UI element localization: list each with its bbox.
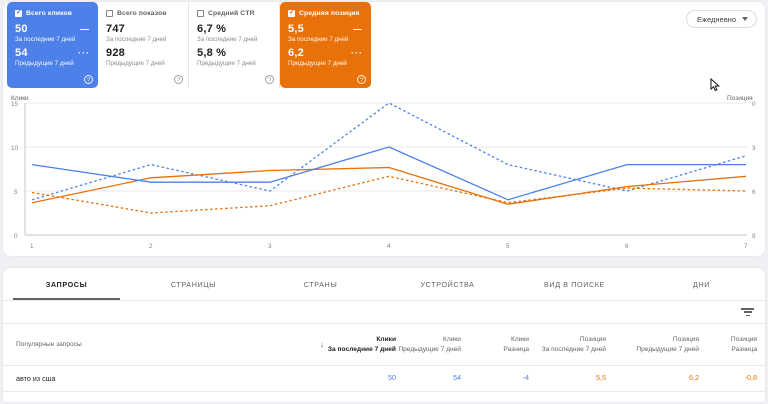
- filter-list-icon[interactable]: [741, 308, 754, 318]
- query-cell[interactable]: авто из сша: [16, 374, 56, 383]
- clicks-prev-value: 54: [453, 373, 461, 383]
- x-tick: 1: [30, 243, 34, 250]
- right-tick: 6: [752, 189, 756, 196]
- metric-period-prev: Предыдущие 7 дней: [288, 60, 347, 67]
- left-tick: 5: [14, 189, 18, 196]
- x-tick: 3: [268, 243, 272, 250]
- tab-dates[interactable]: ДНИ: [692, 279, 711, 289]
- period-dropdown[interactable]: Ежедневно: [685, 10, 757, 28]
- line-position-last: [31, 166, 747, 205]
- queries-column-header[interactable]: Популярные запросы: [16, 341, 82, 348]
- metric-value: 50: [15, 23, 28, 35]
- column-header-clicks-diff[interactable]: Клики Разница: [503, 335, 529, 353]
- x-tick: 7: [744, 243, 748, 250]
- position-diff-value: -0,8: [744, 373, 757, 383]
- table-row[interactable]: авто из сша 50 54 -4 5,5 6,2 -0,8: [3, 365, 765, 392]
- metric-value: 747: [106, 23, 125, 35]
- checkbox-checked-icon[interactable]: ✓: [15, 9, 22, 17]
- metric-value-prev: 928: [106, 47, 125, 59]
- metric-value-prev: 6,2: [288, 47, 304, 59]
- performance-chart: Клики Позиция 15 10 5 0 0 3 6 9 1 2 3 4 …: [11, 95, 756, 250]
- x-tick: 2: [149, 243, 153, 250]
- left-tick: 0: [14, 233, 18, 240]
- metric-period: За последние 7 дней: [15, 36, 76, 43]
- right-tick: 3: [752, 145, 756, 152]
- table-header-row: Популярные запросы ↓ Клики За последние 7…: [3, 324, 765, 365]
- checkbox-checked-icon[interactable]: ✓: [288, 9, 295, 17]
- right-tick: 0: [752, 101, 756, 108]
- tab-pages[interactable]: СТРАНИЦЫ: [170, 279, 217, 289]
- card-average-position[interactable]: ✓ Средняя позиция 5,5 — За последние 7 дн…: [280, 2, 371, 88]
- dimensions-panel: ЗАПРОСЫ СТРАНИЦЫ СТРАНЫ УСТРОЙСТВА ВИД В…: [3, 268, 765, 402]
- line-clicks-last: [31, 146, 746, 201]
- dotted-line-icon: ···: [78, 48, 90, 58]
- metric-value: 6,7 %: [197, 23, 227, 35]
- card-label: Всего показов: [117, 10, 167, 17]
- period-dropdown-label: Ежедневно: [696, 14, 736, 24]
- metric-value: 5,5: [288, 23, 304, 35]
- card-label: Всего кликов: [26, 10, 73, 17]
- metric-period-prev: Предыдущие 7 дней: [15, 60, 74, 67]
- help-icon[interactable]: ?: [174, 75, 183, 84]
- metric-period-prev: Предыдущие 7 дней: [106, 60, 165, 67]
- sort-descending-icon: ↓: [319, 339, 324, 349]
- card-average-ctr[interactable]: Средний CTR 6,7 % За последние 7 дней 5,…: [189, 2, 280, 88]
- card-label: Средняя позиция: [299, 10, 360, 17]
- help-icon[interactable]: ?: [84, 75, 93, 84]
- card-total-impressions[interactable]: Всего показов 747 За последние 7 дней 92…: [98, 2, 189, 88]
- metric-period: За последние 7 дней: [288, 36, 349, 43]
- chevron-down-icon: [742, 17, 748, 21]
- mouse-cursor-icon: [710, 78, 721, 92]
- line-position-previous: [31, 175, 747, 214]
- clicks-diff-value: -4: [522, 373, 529, 383]
- help-icon[interactable]: ?: [265, 75, 274, 84]
- metric-value-prev: 54: [15, 47, 28, 59]
- left-tick: 10: [11, 145, 19, 152]
- metric-cards: ✓ Всего кликов 50 — За последние 7 дней 5…: [7, 2, 371, 88]
- column-header-position-last[interactable]: Позиция За последние 7 дней: [541, 335, 606, 353]
- x-tick: 4: [387, 243, 391, 250]
- column-header-clicks-prev[interactable]: Клики Предыдущие 7 дней: [398, 335, 461, 353]
- help-icon[interactable]: ?: [357, 75, 366, 84]
- tab-search-appearance[interactable]: ВИД В ПОИСКЕ: [544, 279, 605, 289]
- metric-period: За последние 7 дней: [197, 36, 258, 43]
- active-tab-underline: [13, 298, 120, 300]
- x-tick: 6: [625, 243, 629, 250]
- metric-value-prev: 5,8 %: [197, 47, 227, 59]
- dimension-tabs: ЗАПРОСЫ СТРАНИЦЫ СТРАНЫ УСТРОЙСТВА ВИД В…: [3, 268, 765, 301]
- left-axis-title: Клики: [11, 95, 29, 102]
- filter-strip: [3, 301, 765, 324]
- column-header-position-prev[interactable]: Позиция Предыдущие 7 дней: [636, 335, 699, 353]
- x-tick: 5: [506, 243, 510, 250]
- column-header-position-diff[interactable]: Позиция Разница: [730, 335, 757, 353]
- tab-countries[interactable]: СТРАНЫ: [303, 279, 338, 289]
- performance-panel: ✓ Всего кликов 50— За последние 7 дней 5…: [3, 2, 765, 256]
- checkbox-unchecked-icon[interactable]: [197, 10, 204, 17]
- right-axis-title: Позиция: [727, 95, 753, 102]
- metric-period-prev: Предыдущие 7 дней: [197, 60, 256, 67]
- card-total-clicks[interactable]: ✓ Всего кликов 50 — За последние 7 дней 5…: [7, 2, 98, 88]
- solid-line-icon: —: [353, 24, 363, 34]
- clicks-last-value: 50: [388, 373, 396, 383]
- position-prev-value: 6,2: [689, 373, 699, 383]
- column-header-clicks-last[interactable]: ↓ Клики За последние 7 дней: [319, 335, 396, 353]
- checkbox-unchecked-icon[interactable]: [106, 10, 113, 17]
- solid-line-icon: —: [80, 24, 90, 34]
- tab-queries[interactable]: ЗАПРОСЫ: [3, 268, 130, 300]
- tab-devices[interactable]: УСТРОЙСТВА: [420, 279, 475, 289]
- dotted-line-icon: ···: [351, 48, 363, 58]
- position-last-value: 5,5: [596, 373, 606, 383]
- right-tick: 9: [752, 233, 756, 240]
- left-tick: 15: [11, 101, 19, 108]
- card-label: Средний CTR: [208, 10, 255, 17]
- metric-period: За последние 7 дней: [106, 36, 167, 43]
